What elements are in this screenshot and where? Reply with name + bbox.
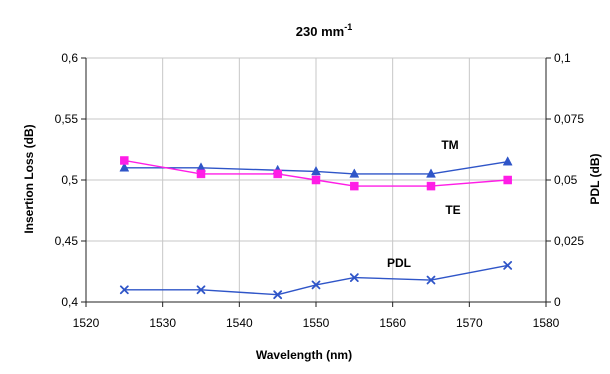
series-2-marker-2 [273,290,283,300]
left-y-axis-title: Insertion Loss (dB) [22,124,36,233]
x-tick-label: 1560 [379,316,406,330]
left-y-tick-label: 0,45 [55,234,79,248]
series-label-tm: TM [441,138,458,152]
series-2-marker-stroke-b [349,273,359,283]
right-y-tick-label: 0 [554,295,561,309]
grid-layer [85,57,547,303]
x-tick-label: 1550 [303,316,330,330]
chart-title-superscript: -1 [344,22,352,32]
x-tick-label: 1530 [149,316,176,330]
left-y-tick-label: 0,5 [61,173,78,187]
series-2-marker-stroke-b [311,280,321,290]
right-y-tick-label: 0,075 [554,112,584,126]
x-tick-label: 1520 [73,316,100,330]
series-label-te: TE [445,203,460,217]
right-y-tick-label: 0,05 [554,173,578,187]
tick-label-layer: 1520 1530 1540 1550 1560 1570 1580 0,4 0,45 0,5 0,… [55,51,585,330]
axis-layer [81,57,551,307]
series-2-marker-stroke-b [426,275,436,285]
series-1-marker-1 [196,169,206,179]
series-0-marker-0 [119,162,130,172]
series-2-marker-1 [196,285,206,295]
series-2-marker-4 [349,273,359,283]
series-2-marker-stroke-b [503,260,513,270]
chart-title-main: 230 mm [296,24,344,39]
right-y-tick-label: 0,1 [554,51,571,65]
series-1-marker-2 [273,169,282,179]
right-y-tick-label: 0,025 [554,234,584,248]
marker-layer [119,156,513,300]
series-0-marker-5 [426,168,436,178]
series-2-marker-stroke-b [119,285,129,295]
series-label-pdl: PDL [387,256,411,270]
series-1-marker-5 [426,181,436,191]
series-2-marker-stroke-b [273,290,283,300]
x-tick-label: 1570 [456,316,483,330]
series-1-marker-0 [120,156,129,165]
series-2-marker-stroke-b [196,285,206,295]
series-2-marker-0 [119,285,129,295]
left-y-tick-label: 0,6 [61,51,78,65]
series-2-marker-3 [311,280,321,290]
series-1-marker-6 [503,175,512,185]
series-0-marker-4 [349,168,360,178]
x-axis-title: Wavelength (nm) [256,348,352,362]
left-y-tick-label: 0,55 [55,112,79,126]
x-tick-label: 1540 [226,316,253,330]
chart-title: 230 mm-1 [296,22,352,39]
series-0-marker-3 [311,165,321,176]
series-0-marker-6 [502,156,513,166]
left-y-tick-label: 0,4 [61,295,78,309]
series-1-marker-3 [311,175,321,185]
series-2-marker-5 [426,275,436,285]
series-1-marker-4 [350,181,359,191]
series-2-marker-6 [503,260,513,270]
right-y-axis-title: PDL (dB) [588,153,602,204]
x-tick-label: 1580 [533,316,560,330]
